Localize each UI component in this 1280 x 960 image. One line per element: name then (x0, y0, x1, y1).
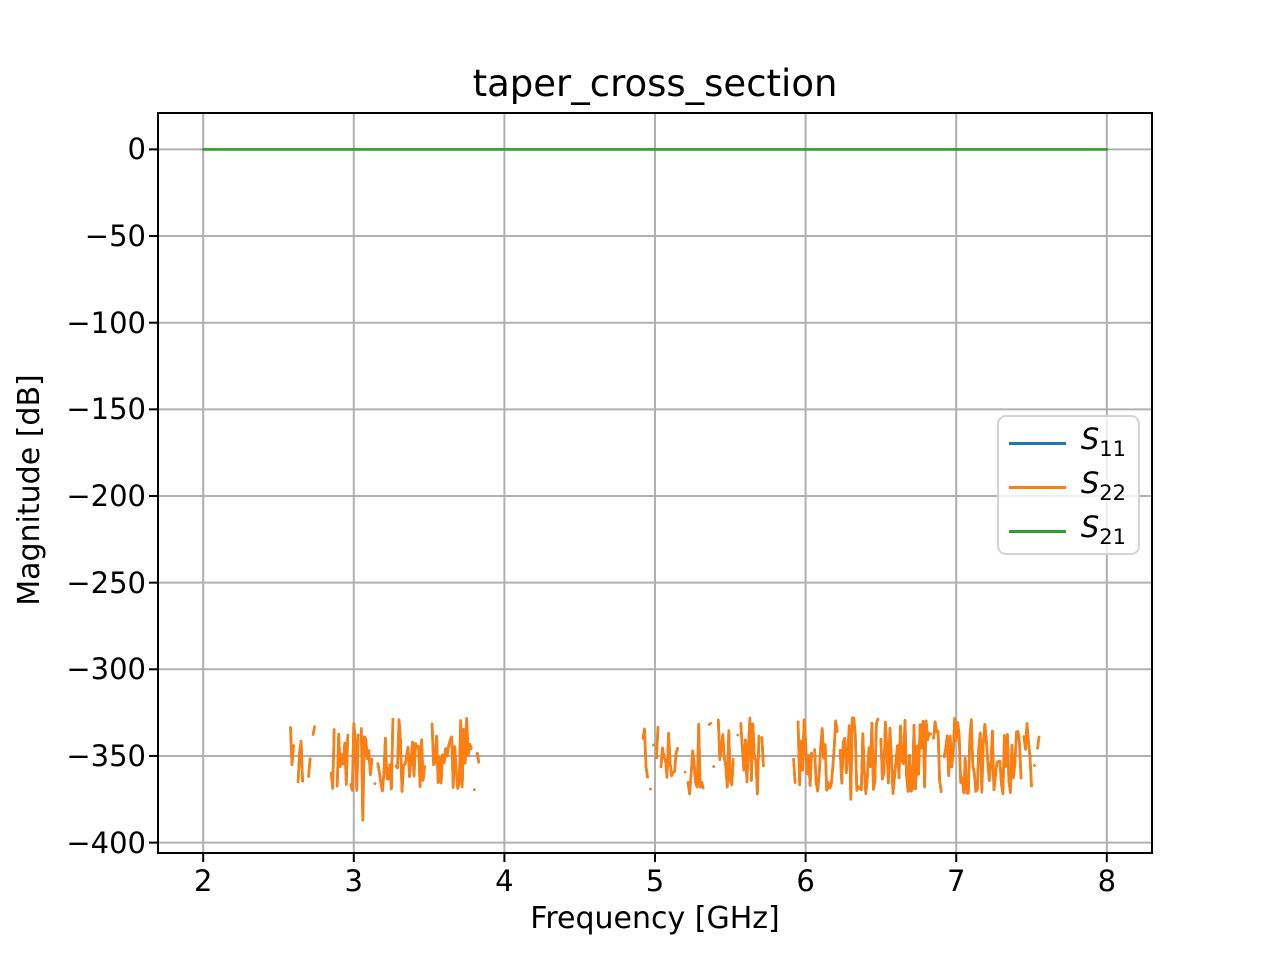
y-tick-label: −100 (66, 305, 146, 340)
y-tick-label: −300 (66, 652, 146, 687)
x-axis-label: Frequency [GHz] (530, 901, 780, 936)
y-tick-label: −350 (66, 738, 146, 773)
chart-title: taper_cross_section (472, 62, 838, 105)
legend-entry-S21: S21 (1009, 510, 1126, 554)
legend-label: S22 (1080, 465, 1126, 505)
legend-entry-S22: S22 (1009, 466, 1126, 510)
y-tick-label: −400 (66, 825, 146, 860)
x-tick-label: 2 (193, 864, 213, 898)
y-tick-label: 0 (127, 132, 146, 167)
legend-label: S21 (1080, 509, 1126, 549)
legend: S11 S22 S21 (997, 415, 1140, 555)
legend-entry-S11: S11 (1009, 422, 1126, 466)
y-tick-label: −250 (66, 565, 146, 600)
x-tick-label: 4 (495, 864, 514, 898)
legend-line-swatch (1009, 486, 1066, 490)
legend-line-swatch (1009, 442, 1066, 446)
x-tick-label: 7 (946, 864, 966, 898)
y-tick-label: −50 (84, 219, 146, 254)
x-tick-label: 5 (645, 864, 665, 898)
x-tick-label: 6 (796, 864, 815, 898)
legend-line-swatch (1009, 529, 1066, 533)
legend-label: S11 (1080, 422, 1126, 461)
y-tick-label: −150 (66, 392, 146, 427)
x-tick-label: 8 (1097, 864, 1117, 898)
series-S22 (289, 716, 1041, 822)
x-tick-label: 3 (344, 864, 363, 898)
y-tick-label: −200 (66, 478, 146, 513)
